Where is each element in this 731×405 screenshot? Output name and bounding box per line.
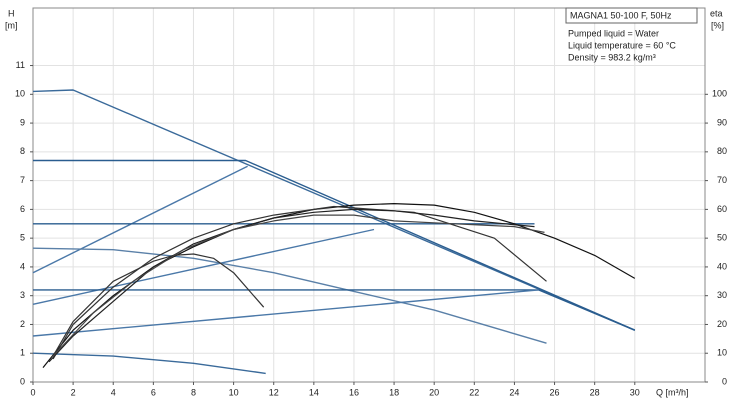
curve [48,208,535,363]
y-tick-label: 8 [20,146,25,156]
y2-tick-label: 60 [717,204,727,214]
info-line: Liquid temperature = 60 °C [568,40,676,50]
curve [32,228,375,305]
y2-tick-label: 70 [717,175,727,185]
x-tick-label: 6 [151,387,156,397]
curve [52,214,545,357]
y-tick-label: 7 [20,175,25,185]
x-tick-label: 14 [309,387,319,397]
info-line: Pumped liquid = Water [568,28,659,38]
y2-tick-label: 20 [717,319,727,329]
y-unit: [m] [5,20,18,30]
y-tick-label: 3 [20,290,25,300]
curve [33,159,636,331]
y-tick-label: 11 [16,60,25,70]
y2-unit: [%] [711,20,724,30]
y-tick-label: 4 [20,261,25,271]
y2-tick-label: 90 [717,117,727,127]
x-tick-label: 18 [389,387,399,397]
y-tick-label: 5 [20,233,25,243]
x-tick-label: 28 [590,387,600,397]
curve [32,352,266,375]
info-line: Density = 983.2 kg/m³ [568,52,656,62]
x-tick-label: 30 [630,387,640,397]
x-tick-label: 2 [71,387,76,397]
curve [32,289,539,337]
y2-tick-label: 30 [717,290,727,300]
y-tick-label: 0 [20,376,25,386]
info-box [565,7,698,24]
info-title: MAGNA1 50-100 F, 50Hz [570,10,672,20]
y-tick-label: 6 [20,204,25,214]
curve [32,247,547,344]
y-tick-label: 9 [20,117,25,127]
plot-frame [32,7,706,383]
x-tick-label: 26 [550,387,560,397]
y-tick-label: 10 [15,89,25,99]
curve [32,165,248,274]
y-label: H [8,8,15,18]
y2-tick-label: 50 [717,233,727,243]
y2-label: eta [710,8,723,18]
y-tick-label: 2 [20,319,25,329]
x-tick-label: 22 [469,387,479,397]
y2-tick-label: 80 [717,146,727,156]
y2-tick-label: 0 [722,376,727,386]
x-tick-label: 8 [191,387,196,397]
x-tick-label: 20 [429,387,439,397]
x-label: Q [m³/h] [656,387,689,397]
y2-tick-label: 10 [717,348,727,358]
x-tick-label: 10 [229,387,239,397]
y2-tick-label: 40 [717,261,727,271]
x-tick-label: 24 [509,387,519,397]
curve [52,253,265,357]
x-tick-label: 16 [349,387,359,397]
x-tick-label: 0 [30,387,35,397]
x-tick-label: 4 [111,387,116,397]
curve [52,205,547,360]
y2-tick-label: 100 [712,89,727,99]
curve [32,89,636,331]
y-tick-label: 1 [20,348,25,358]
x-tick-label: 12 [269,387,279,397]
